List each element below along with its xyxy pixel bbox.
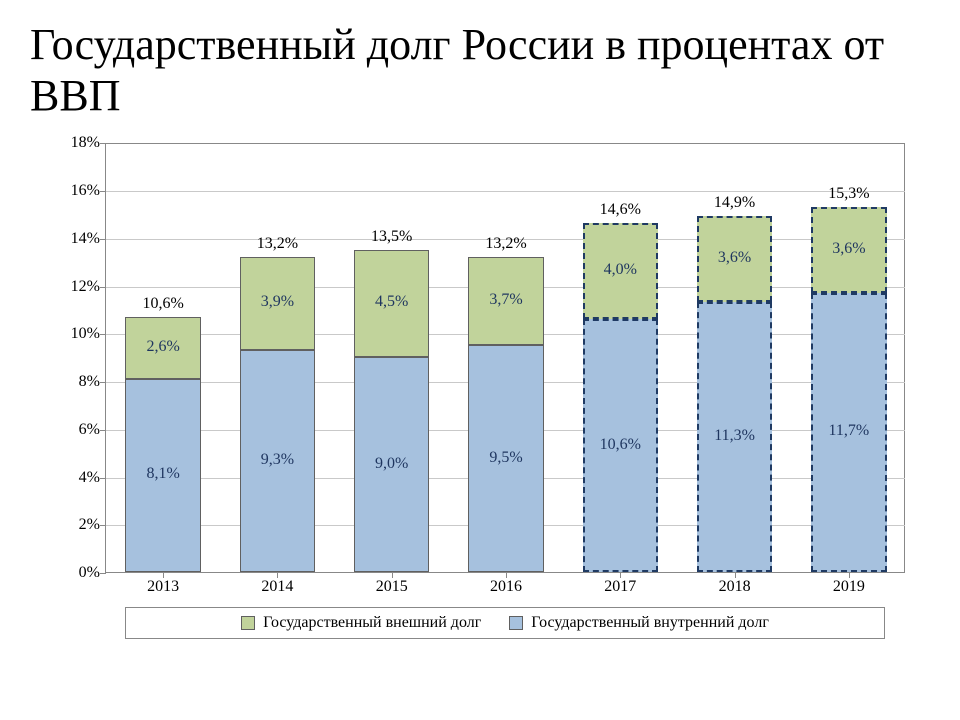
bar-total-label: 14,6%	[583, 201, 658, 219]
bar-total-label: 13,5%	[354, 228, 429, 246]
bar-group: 11,7% 3,6% 15,3%	[811, 142, 886, 572]
legend-item: Государственный внешний долг	[241, 614, 481, 632]
bar-total-label: 15,3%	[811, 185, 886, 203]
bar-total-label: 13,2%	[240, 235, 315, 253]
legend-item: Государственный внутренний долг	[509, 614, 769, 632]
bar-value-external: 2,6%	[125, 338, 200, 356]
bar-value-external: 3,6%	[697, 249, 772, 267]
bar-total-label: 14,9%	[697, 194, 772, 212]
x-tick-label: 2016	[490, 572, 522, 596]
x-tick-label: 2017	[604, 572, 636, 596]
bar-value-internal: 10,6%	[583, 436, 658, 454]
y-tick-label: 0%	[79, 564, 106, 582]
bar-group: 9,0% 4,5% 13,5%	[354, 142, 429, 572]
y-tick-label: 4%	[79, 469, 106, 487]
legend: Государственный внешний долг Государствен…	[125, 607, 885, 639]
bar-value-internal: 9,0%	[354, 455, 429, 473]
bar-value-internal: 11,7%	[811, 422, 886, 440]
bar-value-external: 3,9%	[240, 293, 315, 311]
bar-value-external: 4,5%	[354, 293, 429, 311]
bar-value-external: 3,7%	[468, 291, 543, 309]
y-tick-label: 6%	[79, 421, 106, 439]
x-tick-label: 2019	[833, 572, 865, 596]
debt-chart: 0% 2% 4% 6% 8% 10% 12% 14% 16% 18% 2013 8,1% 2,6% 10,…	[30, 131, 930, 710]
y-tick-label: 2%	[79, 516, 106, 534]
bar-value-internal: 9,3%	[240, 451, 315, 469]
legend-label: Государственный внутренний долг	[531, 614, 769, 632]
legend-swatch	[509, 616, 523, 630]
bar-group: 10,6% 4,0% 14,6%	[583, 142, 658, 572]
y-tick-label: 10%	[71, 325, 106, 343]
bar-value-internal: 11,3%	[697, 427, 772, 445]
bar-group: 9,5% 3,7% 13,2%	[468, 142, 543, 572]
bar-value-external: 3,6%	[811, 240, 886, 258]
x-tick-label: 2018	[719, 572, 751, 596]
y-tick-label: 14%	[71, 230, 106, 248]
slide: Государственный долг России в процентах …	[0, 0, 960, 720]
bar-total-label: 13,2%	[468, 235, 543, 253]
y-tick-label: 18%	[71, 134, 106, 152]
bar-total-label: 10,6%	[125, 295, 200, 313]
bar-group: 8,1% 2,6% 10,6%	[125, 142, 200, 572]
legend-swatch	[241, 616, 255, 630]
bar-value-internal: 9,5%	[468, 449, 543, 467]
y-tick-label: 8%	[79, 373, 106, 391]
x-tick-label: 2014	[261, 572, 293, 596]
x-tick-label: 2015	[376, 572, 408, 596]
bar-value-internal: 8,1%	[125, 465, 200, 483]
bar-group: 9,3% 3,9% 13,2%	[240, 142, 315, 572]
slide-title: Государственный долг России в процентах …	[30, 20, 930, 121]
legend-label: Государственный внешний долг	[263, 614, 481, 632]
plot-area: 0%2%4%6%8%10%12%14%16%18%20138,1%2,6%10,…	[105, 143, 905, 573]
y-tick-label: 16%	[71, 182, 106, 200]
y-tick-label: 12%	[71, 278, 106, 296]
bar-group: 11,3% 3,6% 14,9%	[697, 142, 772, 572]
bar-value-external: 4,0%	[583, 261, 658, 279]
x-tick-label: 2013	[147, 572, 179, 596]
